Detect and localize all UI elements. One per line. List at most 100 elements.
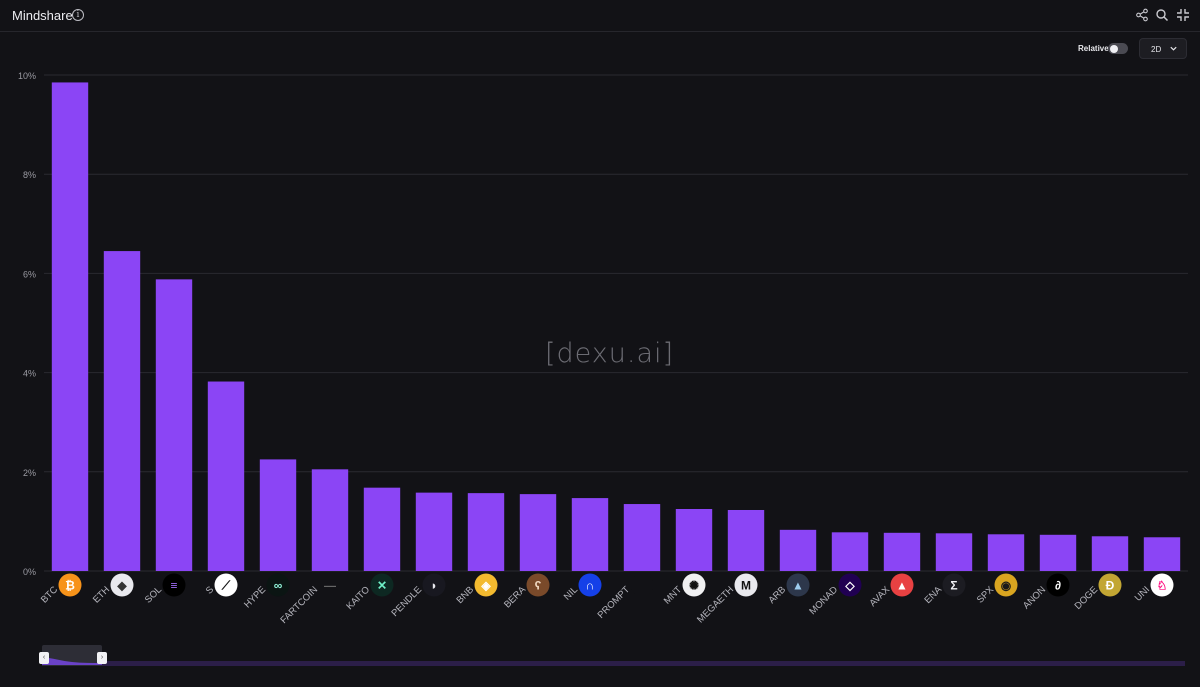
period-value: 2D <box>1151 45 1162 54</box>
solana-icon-glyph: ≡ <box>170 579 177 593</box>
spx-icon-glyph: ◉ <box>1001 579 1012 593</box>
sonic-icon-bg <box>214 573 238 597</box>
bar-uni <box>1143 537 1181 571</box>
y-tick-label: 0% <box>23 567 36 577</box>
bar-monad <box>831 532 869 571</box>
avalanche-icon-glyph: ▲ <box>896 579 908 593</box>
bar-sol <box>155 279 193 571</box>
hyperliquid-icon: ∞ <box>266 573 290 597</box>
ethereum-icon-bg <box>110 573 134 597</box>
search-icon[interactable] <box>1155 8 1169 22</box>
fartcoin-icon-glyph: — <box>324 579 336 593</box>
x-tick-label: ETH <box>91 584 112 605</box>
bar-hype <box>259 459 297 571</box>
hyperliquid-icon-bg <box>266 573 290 597</box>
x-tick-label: BNB <box>455 584 477 606</box>
x-tick-label: KAITO <box>344 584 372 612</box>
uniswap-icon-glyph: ♘ <box>1157 579 1168 593</box>
hyperliquid-icon-glyph: ∞ <box>274 579 283 593</box>
arbitrum-icon-glyph: ▲ <box>792 579 804 593</box>
mantle-icon: ✺ <box>682 573 706 597</box>
period-select[interactable]: 2D <box>1139 38 1187 59</box>
y-tick-label: 6% <box>23 269 36 279</box>
bar-megaeth <box>727 509 765 571</box>
watermark: [dexu.ai] <box>545 338 675 369</box>
bitcoin-icon-bg <box>58 573 82 597</box>
ethereum-icon: ◆ <box>110 573 134 597</box>
bar-doge <box>1091 536 1129 571</box>
kaito-icon-glyph: ✕ <box>377 579 387 593</box>
ethena-icon: Σ <box>942 573 966 597</box>
chevron-down-icon <box>1170 46 1177 51</box>
bar-bnb <box>467 493 505 571</box>
bnb-icon-glyph: ◈ <box>480 579 491 593</box>
solana-icon-bg <box>162 573 186 597</box>
fartcoin-icon: — <box>318 573 342 597</box>
mindshare-bar-chart: ₿ ◆ ≡ ⟋ ∞ — ✕ ◗ ◈ ʕ ∩ ✺ M ▲ ◇ ▲ Σ ◉ ∂ Ð ♘ 0% 2% 4% 6% 8% 10% BTC ET… <box>18 71 1188 626</box>
solana-icon: ≡ <box>162 573 186 597</box>
dogecoin-icon-bg <box>1098 573 1122 597</box>
mantle-icon-glyph: ✺ <box>689 579 699 593</box>
avalanche-icon: ▲ <box>890 573 914 597</box>
relative-label: Relative <box>1078 44 1109 53</box>
bnb-icon: ◈ <box>474 573 498 597</box>
x-tick-label: BTC <box>39 584 60 605</box>
ethena-icon-bg <box>942 573 966 597</box>
toggle-knob <box>1110 44 1118 53</box>
x-tick-label: NIL <box>562 584 580 602</box>
monad-icon: ◇ <box>838 573 862 597</box>
bar-mnt <box>675 509 713 571</box>
x-tick-label: ARB <box>767 584 789 606</box>
pendle-icon-glyph: ◗ <box>430 579 437 593</box>
sonic-icon-glyph: ⟋ <box>221 579 231 593</box>
bar-kaito <box>363 487 401 571</box>
range-preview <box>42 657 102 665</box>
spx-icon: ◉ <box>994 573 1018 597</box>
bitcoin-icon: ₿ <box>58 573 82 597</box>
megaeth-icon-bg <box>734 573 758 597</box>
x-tick-label: ENA <box>923 584 945 606</box>
x-tick-label: AVAX <box>867 584 892 609</box>
bar-avax <box>883 532 921 571</box>
arbitrum-icon: ▲ <box>786 573 810 597</box>
x-tick-label: S <box>204 584 216 596</box>
pendle-icon-bg <box>422 573 446 597</box>
anon-icon-bg <box>1046 573 1070 597</box>
megaeth-icon: M <box>734 573 758 597</box>
range-handle-left[interactable]: ‹ <box>39 652 49 664</box>
share-icon[interactable] <box>1135 8 1149 22</box>
info-icon[interactable]: i <box>72 9 84 21</box>
x-tick-label: SPX <box>975 584 997 606</box>
sonic-icon: ⟋ <box>214 573 238 597</box>
nil-icon-glyph: ∩ <box>586 579 595 593</box>
bitcoin-icon-glyph: ₿ <box>65 579 75 593</box>
anon-icon: ∂ <box>1046 573 1070 597</box>
x-tick-label: PENDLE <box>389 584 424 619</box>
y-tick-label: 10% <box>18 71 36 81</box>
x-tick-label: MONAD <box>807 584 840 617</box>
nil-icon-bg <box>578 573 602 597</box>
ethereum-icon-glyph: ◆ <box>116 579 127 593</box>
collapse-icon[interactable] <box>1176 8 1190 22</box>
monad-icon-glyph: ◇ <box>844 579 855 593</box>
bnb-icon-bg <box>474 573 498 597</box>
x-tick-label: DOGE <box>1073 584 1101 612</box>
anon-icon-glyph: ∂ <box>1055 579 1061 593</box>
uniswap-icon: ♘ <box>1150 573 1174 597</box>
prompt-icon-bg <box>630 573 654 597</box>
bar-anon <box>1039 534 1077 571</box>
range-scroll-track[interactable] <box>42 661 1185 666</box>
nil-icon: ∩ <box>578 573 602 597</box>
bar-fartcoin <box>311 469 349 571</box>
relative-toggle[interactable] <box>1108 43 1128 54</box>
arbitrum-icon-bg <box>786 573 810 597</box>
bar-nil <box>571 498 609 571</box>
range-handle-right[interactable]: › <box>97 652 107 664</box>
x-tick-label: PROMPT <box>596 584 633 621</box>
bar-pendle <box>415 492 453 571</box>
bar-ena <box>935 533 973 571</box>
mantle-icon-bg <box>682 573 706 597</box>
y-tick-label: 8% <box>23 170 36 180</box>
bar-btc <box>51 82 89 571</box>
uniswap-icon-bg <box>1150 573 1174 597</box>
